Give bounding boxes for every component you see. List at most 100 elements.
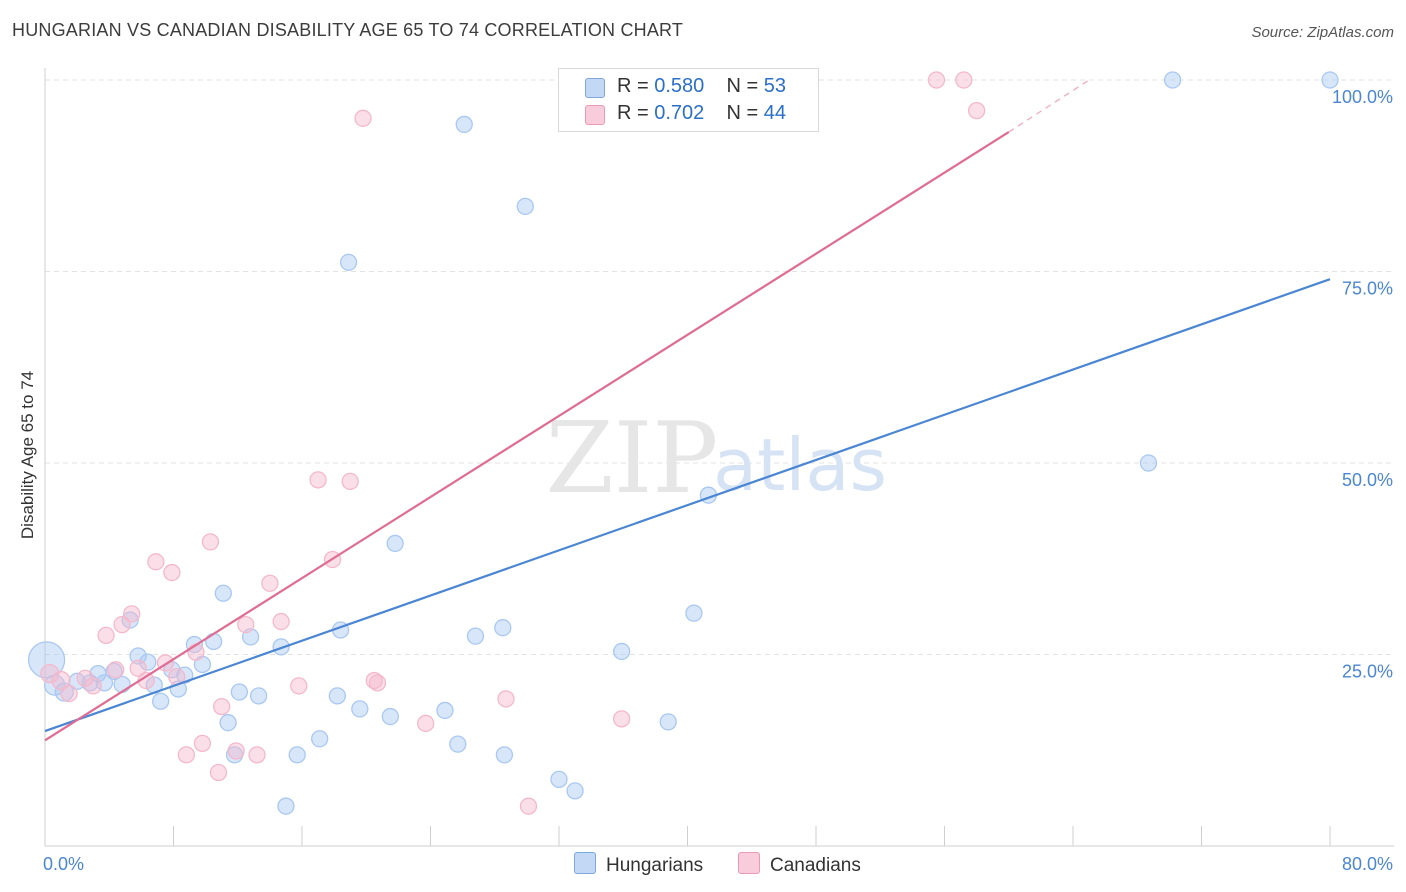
hungarian-point [381,707,399,726]
hungarian-point [95,674,114,692]
hungarian-point [219,714,237,732]
canadian-point [237,615,255,634]
r-label: R = [617,75,655,97]
hungarian-point [566,782,584,800]
x-tick-label: 0.0% [43,854,84,874]
y-tick-label: 50.0% [1342,470,1393,490]
canadian-trend-line [44,131,1010,742]
hungarian-point [54,682,74,702]
legend-label-canadians: Canadians [770,855,861,876]
canadian-point [209,763,228,782]
hungarian-trend-line [44,278,1331,733]
canadian-point [248,746,266,764]
canadian-point [123,605,141,623]
canadian-point [497,690,515,708]
r-label: R = [617,102,655,124]
hungarian-point [27,641,66,679]
hungarian-point [1163,71,1182,89]
canadian-point [368,674,387,692]
canadian-point [927,71,946,89]
canadian-point [177,746,196,764]
canadian-point [955,71,973,89]
swatch-hungarians-bottom [574,852,596,874]
hungarian-point [288,746,306,764]
canadian-point [309,471,327,489]
hungarian-point [1321,71,1339,89]
hungarian-point [230,683,249,701]
hungarian-point [449,735,467,753]
hungarian-point [311,730,329,748]
hungarian-point [272,638,290,656]
canadian-point [107,661,125,679]
canadian-point [51,670,71,691]
hungarian-point [659,713,677,731]
hungarian-point [494,619,512,637]
hungarian-point [151,692,170,710]
source-credit: Source: ZipAtlas.com [1251,24,1394,41]
canadian-point [147,553,165,571]
hungarian-point [277,797,295,815]
x-tick-label: 80.0% [1342,854,1393,874]
hungarian-point [685,604,703,622]
y-tick-label: 75.0% [1342,279,1393,299]
hungarian-point [1139,454,1158,472]
swatch-hungarians [585,78,605,98]
canadian-point [354,109,372,127]
canadian-trend-line-extension [1008,79,1090,133]
canadian-point [193,734,212,753]
watermark-zip: ZIP [546,402,719,516]
canadian-point [201,533,220,551]
canadian-point [612,710,631,728]
legend-item-hungarians[interactable]: Hungarians [574,852,703,877]
hungarian-point [466,627,485,645]
hungarian-point [214,584,232,602]
hungarian-point [249,687,268,705]
canadian-point [60,684,78,703]
chart-title: HUNGARIAN VS CANADIAN DISABILITY AGE 65 … [12,20,684,40]
n-value: 44 [763,102,787,124]
hungarian-point [139,653,157,671]
hungarian-point [129,647,147,665]
hungarian-point [386,534,404,553]
y-tick-label: 100.0% [1332,87,1393,107]
y-tick-label: 25.0% [1342,662,1393,682]
canadian-point [519,797,538,815]
canadian-point [261,574,279,592]
canadian-point [84,677,102,695]
hungarian-point [495,746,514,764]
hungarian-point [121,611,139,629]
legend-label-hungarians: Hungarians [606,855,704,876]
swatch-canadians-bottom [738,852,760,874]
hungarian-point [113,675,131,694]
canadian-point [341,472,359,491]
hungarian-point [351,700,369,718]
canadian-point [272,612,290,631]
canadian-point [227,742,245,760]
r-value: 0.702 [654,102,705,124]
hungarian-point [612,642,631,661]
legend-item-canadians[interactable]: Canadians [738,852,861,877]
swatch-canadians [585,105,605,125]
canadian-point [97,626,115,644]
n-value: 53 [763,75,787,97]
canadian-point [213,697,231,716]
n-label: N = [726,75,764,97]
hungarian-point [436,701,454,720]
hungarian-point [205,632,223,651]
stats-legend: R = 0.580 N = 53 R = 0.702 N = 44 [558,68,819,132]
canadian-point [113,615,131,634]
canadian-point [290,677,308,695]
hungarian-point [550,770,568,789]
hungarian-point [516,197,534,216]
hungarian-point [339,253,358,271]
canadian-point [163,563,181,582]
canadian-point [967,101,986,120]
n-label: N = [726,102,764,124]
y-axis-label: Disability Age 65 to 74 [18,370,37,540]
canadian-point [40,664,60,684]
canadian-point [129,659,147,677]
r-value: 0.580 [654,75,705,97]
hungarian-point [328,687,346,705]
canadian-point [417,714,435,733]
